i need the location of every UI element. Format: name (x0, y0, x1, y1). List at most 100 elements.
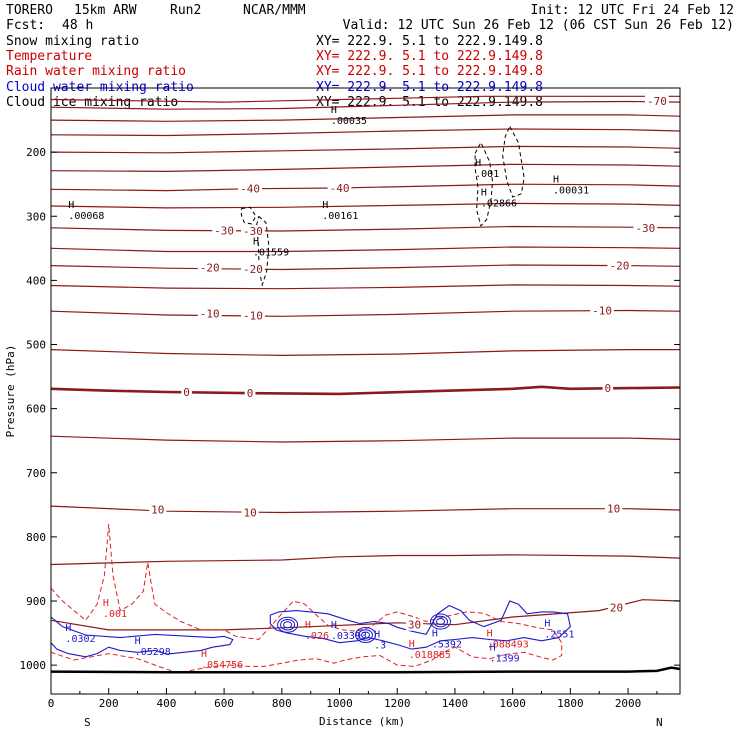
isotherm-label: 0 (247, 387, 254, 400)
ice-max-h: H (322, 200, 328, 211)
isotherm-label-bg (602, 382, 614, 395)
model-run: Run2 (170, 3, 201, 18)
isotherm-label-bg (605, 502, 623, 515)
isotherm-label-bg (607, 601, 626, 614)
isotherm-label-bg (241, 506, 259, 519)
x-tick-label: 600 (214, 697, 234, 710)
y-tick-label: 900 (26, 595, 46, 608)
isotherm-label: 0 (605, 382, 612, 395)
isotherm-label: -20 (609, 260, 629, 273)
x-tick-label: 0 (48, 697, 55, 710)
rain-max-h: H (201, 649, 207, 660)
plot-area: -70 -40 -40 -30 -30 -30 -20 -20 -20 -10 -10 -10 0 0 0 1… (50, 94, 681, 674)
isotherm-minus5 (50, 349, 680, 357)
cloud-water-ring (280, 618, 296, 631)
isotherm-minus40 (50, 183, 681, 192)
isotherm-label: 10 (151, 503, 164, 516)
cloud-max-h: H (135, 636, 141, 647)
max-marker-layer: H.00035H.00068H.00161H.01559H.001H.02866… (65, 105, 589, 671)
isotherm-label: 0 (183, 386, 190, 399)
isotherm-label-bg (241, 225, 265, 238)
isotherm-minus65 (50, 100, 681, 110)
snow-contour-layer (474, 126, 525, 227)
isotherm-label-bg (238, 182, 262, 195)
snow-max-h: H (475, 158, 481, 169)
ice-max-h: H (68, 200, 74, 211)
cloud-max-value: .0302 (65, 634, 95, 645)
isotherm-label: -30 (635, 222, 655, 235)
isotherm-label: -30 (214, 224, 234, 237)
ground-layer (50, 666, 681, 674)
cloud-water-ring (358, 629, 373, 641)
cloud-water-contour (269, 600, 572, 650)
isotherm-label-bg (212, 224, 237, 237)
x-tick-label: 1000 (326, 697, 353, 710)
y-tick-label: 800 (26, 531, 46, 544)
x-tick-label: 1400 (442, 697, 469, 710)
rain-max-h: H (103, 598, 109, 609)
isotherm-label: -10 (592, 305, 612, 318)
isotherm-minus55 (50, 128, 681, 137)
isotherm-label: 10 (607, 503, 620, 516)
isotherm-label: -10 (200, 308, 220, 321)
snow-max-value: .001 (475, 169, 499, 180)
isotherm-minus35 (50, 202, 681, 209)
isotherm-label-bg (241, 309, 265, 322)
init-time: Init: 12 UTC Fri 24 Feb 12 (531, 3, 735, 18)
legend-rain-label: Rain water mixing ratio (6, 64, 186, 79)
cloud-water-contour (50, 616, 234, 658)
y-tick-label: 300 (26, 210, 46, 223)
y-tick-label: 500 (26, 339, 46, 352)
figure-header: TORERO 15km ARW Run2 NCAR/MMM Init: 12 U… (6, 3, 734, 33)
cloud-max-value: .1399 (490, 653, 520, 664)
ice-max-value: .00068 (68, 211, 104, 222)
cloud-max-value: .03393 (331, 631, 367, 642)
cloud-water-ring (277, 616, 299, 633)
isotherm-minus25 (50, 246, 681, 253)
rain-contour-layer (50, 524, 563, 674)
cloud-max-h: H (65, 623, 71, 634)
isotherm-label: -20 (243, 263, 263, 276)
isotherm-minus70 (50, 95, 680, 103)
isotherm-label-bg (633, 221, 658, 234)
model-org: NCAR/MMM (243, 3, 306, 18)
cloud-water-ring (433, 615, 449, 628)
isotherm-label: -40 (330, 182, 350, 195)
legend-temperature-xy: XY= 222.9. 5.1 to 222.9.149.8 (316, 49, 543, 64)
forecast-hour: 48 h (62, 18, 93, 33)
x-tick-label: 200 (99, 697, 119, 710)
isotherm-label: -30 (243, 225, 263, 238)
isotherm-label-bg (405, 618, 424, 631)
ice-max-value: .00035 (331, 116, 367, 127)
rain-max-value: .018885 (409, 650, 451, 661)
ice-contour (240, 206, 257, 225)
isotherm-label-bg (149, 503, 167, 516)
isotherm-minus15 (50, 284, 681, 290)
rain-contour (50, 524, 563, 674)
ice-max-value: .01559 (253, 247, 289, 258)
isotherm-label-bg (197, 307, 222, 320)
cloud-water-ring (283, 621, 293, 629)
isotherm-0 (50, 385, 681, 396)
x-tick-label: 2000 (615, 697, 642, 710)
isotherm-minus60 (50, 114, 681, 122)
legend-rain-xy: XY= 222.9. 5.1 to 222.9.149.8 (316, 64, 543, 79)
rain-max-h: H (409, 639, 415, 650)
legend-cloud-ice-label: Cloud ice mixing ratio (6, 95, 178, 110)
south-endpoint-label: S (84, 716, 91, 729)
x-tick-label: 800 (272, 697, 292, 710)
isotherm-minus50 (50, 145, 681, 154)
isotherm-label-bg (241, 262, 265, 275)
snow-max-value: .00031 (553, 185, 589, 196)
cloud-water-ring (355, 627, 376, 644)
isotherm-label-bg (590, 304, 614, 317)
cloud-max-h: H (490, 642, 496, 653)
isotherm-label-bg (327, 182, 352, 195)
cloud-water-ring (436, 618, 446, 626)
y-tick-label: 400 (26, 274, 46, 287)
x-tick-label: 1800 (557, 697, 584, 710)
rain-max-value: .001 (103, 609, 127, 620)
isotherm-minus30 (50, 225, 681, 232)
